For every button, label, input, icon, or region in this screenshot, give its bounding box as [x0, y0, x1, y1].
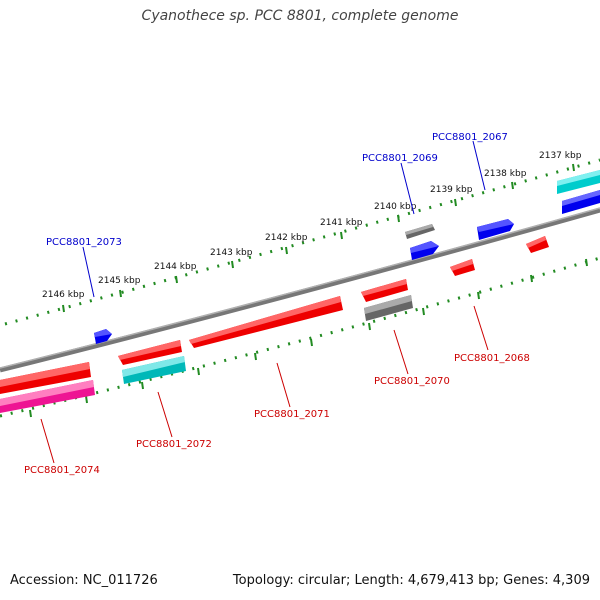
label-pcc8801-2070: PCC8801_2070 [374, 376, 450, 387]
leader-2067 [472, 140, 486, 191]
scale-label: 2139 kbp [430, 185, 473, 195]
scale-label: 2144 kbp [154, 262, 197, 272]
label-pcc8801-2074: PCC8801_2074 [24, 465, 100, 476]
label-pcc8801-2073: PCC8801_2073 [46, 237, 122, 248]
scale-label: 2140 kbp [374, 202, 417, 212]
scale-label: 2143 kbp [210, 248, 253, 258]
leader-2068 [473, 305, 489, 351]
forward-genes [94, 170, 600, 344]
label-pcc8801-2067: PCC8801_2067 [432, 132, 508, 143]
topology-text: Topology: circular; Length: 4,679,413 bp… [232, 573, 590, 588]
tick-2139 [454, 198, 457, 207]
scale-label: 2146 kbp [42, 290, 85, 300]
scale-label: 2145 kbp [98, 276, 141, 286]
genome-backbone-highlight [0, 207, 600, 369]
upper-major-ticks [62, 163, 575, 313]
leader-2071 [276, 362, 291, 408]
tick-2144 [175, 275, 178, 284]
lower-scale-track [0, 256, 600, 418]
label-leaders [40, 140, 489, 464]
tick-2137 [572, 163, 575, 172]
reverse-genes [0, 236, 549, 413]
leader-2070 [393, 329, 409, 375]
genome-backbone [0, 207, 600, 373]
leader-2069 [400, 162, 415, 215]
tick-2138 [511, 181, 514, 190]
tick-2142 [285, 246, 288, 255]
leader-2072 [157, 391, 173, 438]
label-pcc8801-2069: PCC8801_2069 [362, 153, 438, 164]
scale-label: 2137 kbp [539, 151, 582, 161]
scale-label: 2138 kbp [484, 169, 527, 179]
map-title: Cyanothece sp. PCC 8801, complete genome [141, 8, 459, 24]
tick-2145 [119, 289, 122, 298]
gene-labels: PCC8801_2067 PCC8801_2069 PCC8801_2073 P… [24, 132, 530, 476]
scale-label: 2141 kbp [320, 218, 363, 228]
accession-text: Accession: NC_011726 [10, 573, 158, 588]
tick-2141 [340, 231, 343, 240]
scale-label: 2142 kbp [265, 233, 308, 243]
label-pcc8801-2068: PCC8801_2068 [454, 353, 530, 364]
tick-2140 [397, 214, 400, 223]
scale-labels: 2137 kbp 2138 kbp 2139 kbp 2140 kbp 2141… [42, 151, 582, 300]
label-pcc8801-2072: PCC8801_2072 [136, 439, 212, 450]
label-pcc8801-2071: PCC8801_2071 [254, 409, 330, 420]
tick-2146 [62, 304, 65, 313]
leader-2073 [82, 246, 95, 298]
tick-2143 [231, 260, 234, 269]
lower-major-ticks [29, 258, 588, 418]
leader-2074 [40, 418, 55, 464]
